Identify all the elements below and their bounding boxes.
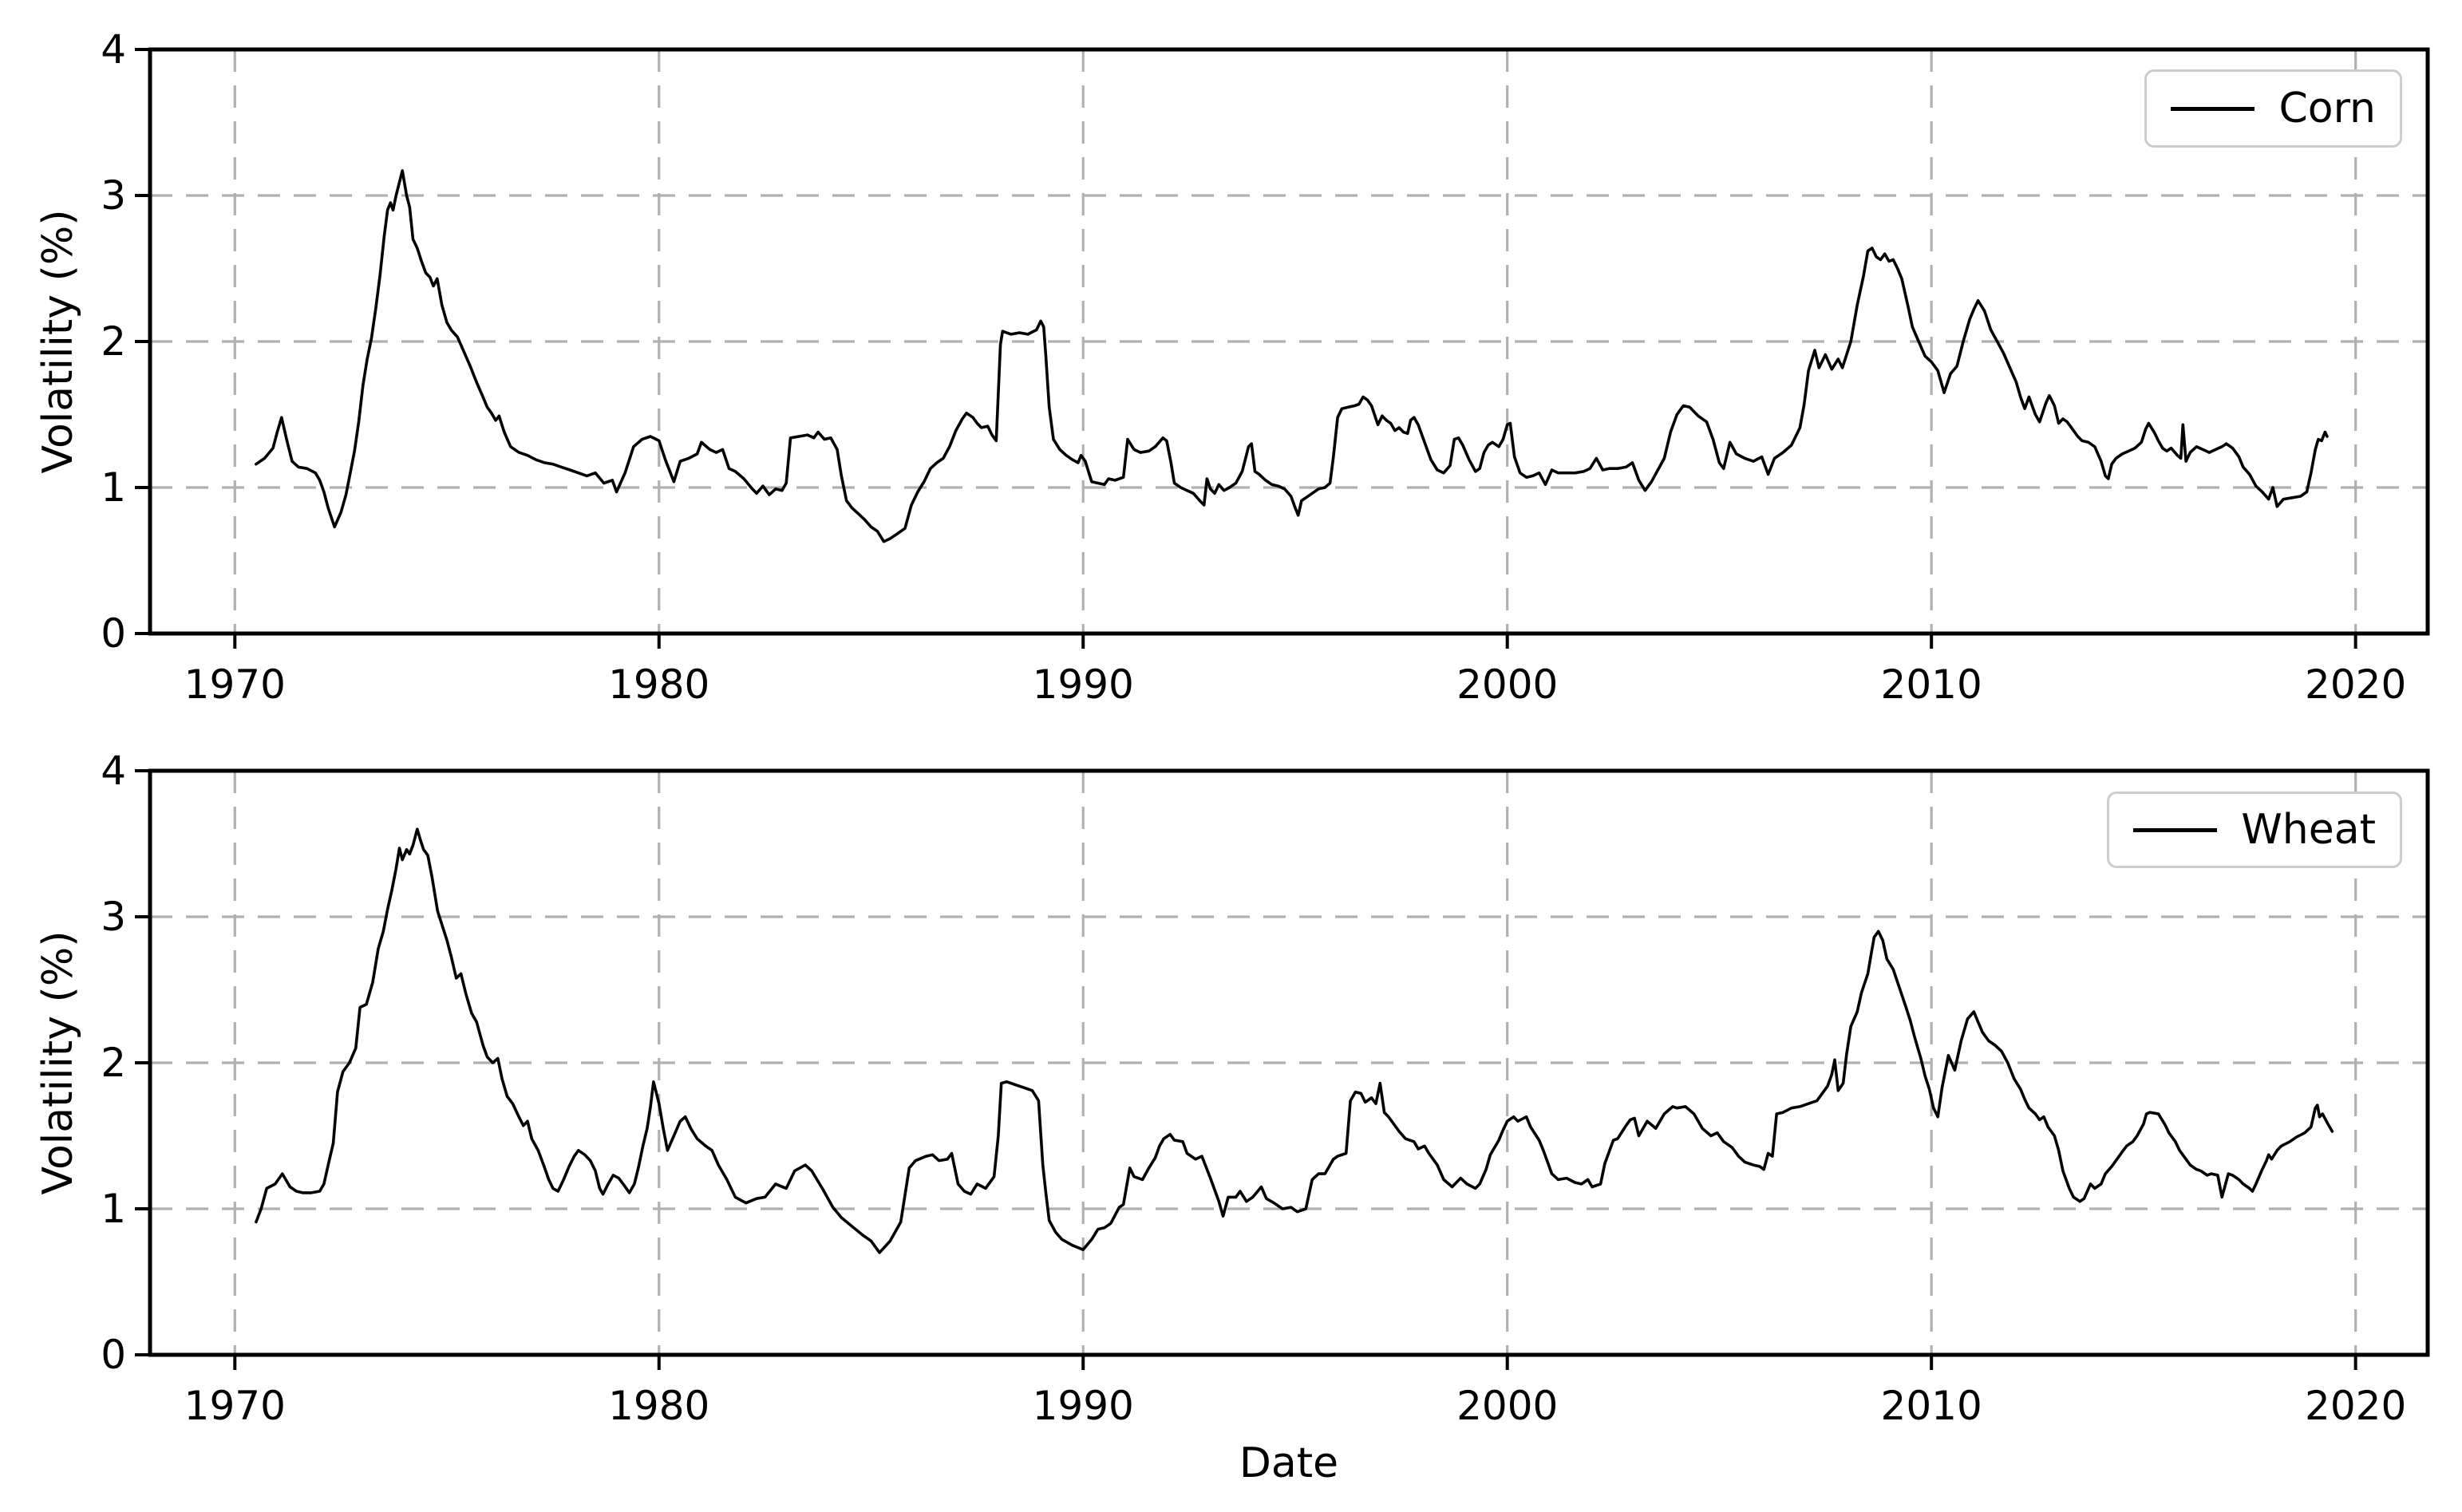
wheat-gridlines <box>150 771 2428 1355</box>
corn-x-tick-label-1990: 1990 <box>1032 661 1134 708</box>
wheat-tick-marks <box>135 769 2357 1370</box>
corn-x-tick-label-2000: 2000 <box>1456 661 1559 708</box>
wheat-y-tick-label-3: 3 <box>101 894 126 940</box>
corn-tick-marks <box>135 48 2357 649</box>
corn-legend-label: Corn <box>2278 85 2376 132</box>
wheat-y-tick-label-2: 2 <box>101 1040 126 1086</box>
corn-y-tick-label-1: 1 <box>101 464 126 511</box>
wheat-x-tick-label-1970: 1970 <box>184 1383 286 1429</box>
corn-x-tick-label-1970: 1970 <box>184 661 286 708</box>
corn-gridlines <box>150 49 2428 634</box>
wheat-x-tick-label-2020: 2020 <box>2305 1383 2407 1429</box>
corn-y-axis-title: Volatility (%) <box>34 209 82 474</box>
wheat-y-tick-label-0: 0 <box>101 1332 126 1378</box>
corn-x-tick-label-2010: 2010 <box>1880 661 1982 708</box>
corn-y-tick-label-2: 2 <box>101 318 126 365</box>
corn-y-tick-label-3: 3 <box>101 172 126 219</box>
corn-y-tick-label-4: 4 <box>101 26 126 73</box>
wheat-y-axis-title: Volatility (%) <box>34 930 82 1195</box>
wheat-x-tick-label-2000: 2000 <box>1456 1383 1559 1429</box>
wheat-y-tick-label-4: 4 <box>101 748 126 794</box>
x-axis-title: Date <box>1239 1439 1339 1487</box>
wheat-y-tick-label-1: 1 <box>101 1186 126 1232</box>
wheat-series-line <box>255 827 2334 1254</box>
wheat-legend: Wheat <box>2107 792 2402 868</box>
corn-y-tick-label-0: 0 <box>101 610 126 657</box>
wheat-x-tick-label-1980: 1980 <box>608 1383 710 1429</box>
corn-legend-line-sample <box>2171 106 2255 111</box>
wheat-x-tick-label-2010: 2010 <box>1880 1383 1982 1429</box>
wheat-legend-label: Wheat <box>2241 806 2376 854</box>
corn-x-tick-label-2020: 2020 <box>2305 661 2407 708</box>
corn-x-tick-label-1980: 1980 <box>608 661 710 708</box>
corn-legend: Corn <box>2144 69 2402 148</box>
corn-series-line <box>255 169 2329 543</box>
wheat-legend-line-sample <box>2133 827 2218 832</box>
wheat-x-tick-label-1990: 1990 <box>1032 1383 1134 1429</box>
